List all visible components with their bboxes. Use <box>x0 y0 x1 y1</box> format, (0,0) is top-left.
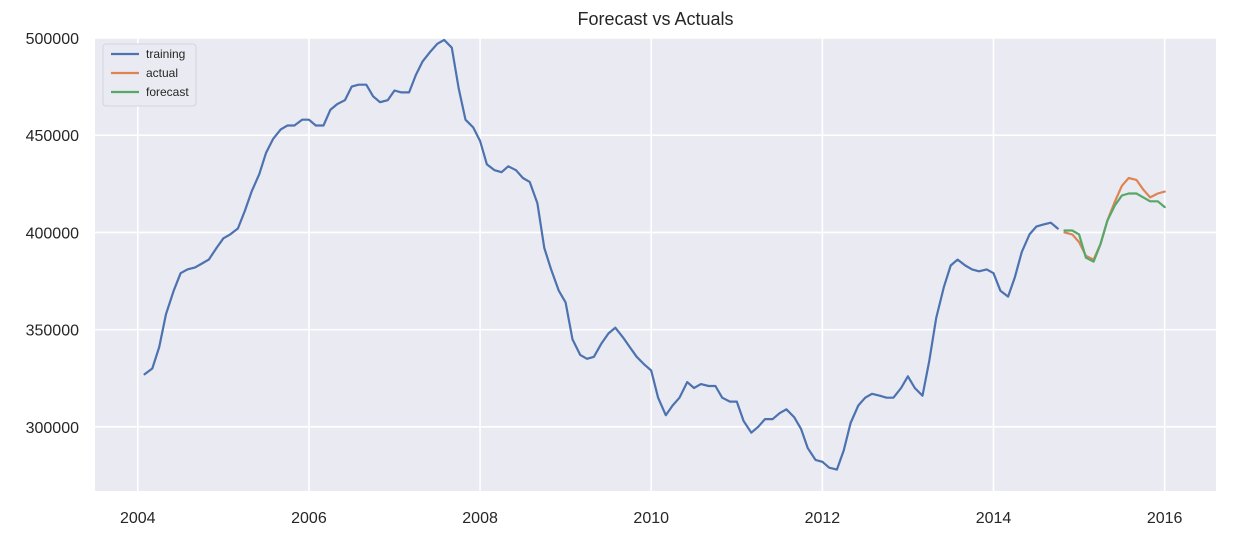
x-tick-label: 2016 <box>1147 510 1183 527</box>
x-tick-label: 2006 <box>291 510 327 527</box>
grid-x <box>136 38 1166 491</box>
x-tick-label: 2010 <box>633 510 669 527</box>
legend: training actual forecast <box>102 43 197 107</box>
grid-y <box>95 37 1216 428</box>
series-layer <box>143 38 1166 471</box>
y-tick-label: 400000 <box>26 225 79 242</box>
series-line-actual <box>1063 176 1166 261</box>
x-tick-label: 2008 <box>462 510 498 527</box>
legend-label-training: training <box>146 47 185 61</box>
y-tick-label: 450000 <box>26 128 79 145</box>
x-tick-label: 2014 <box>976 510 1012 527</box>
series-line-forecast <box>1063 192 1166 263</box>
y-tick-label: 350000 <box>26 323 79 340</box>
x-tick-label: 2004 <box>120 510 156 527</box>
y-tick-label: 300000 <box>26 420 79 437</box>
plot-background <box>95 38 1216 491</box>
x-axis-ticks: 2004 2006 2008 2010 2012 2014 2016 <box>120 510 1183 527</box>
legend-label-actual: actual <box>146 66 178 80</box>
chart-title: Forecast vs Actuals <box>577 9 733 29</box>
x-tick-label: 2012 <box>805 510 841 527</box>
series-line-training <box>143 38 1059 471</box>
y-axis-ticks: 300000 350000 400000 450000 500000 <box>26 31 79 437</box>
legend-box <box>102 43 197 107</box>
legend-label-forecast: forecast <box>146 85 189 99</box>
y-tick-label: 500000 <box>26 31 79 48</box>
